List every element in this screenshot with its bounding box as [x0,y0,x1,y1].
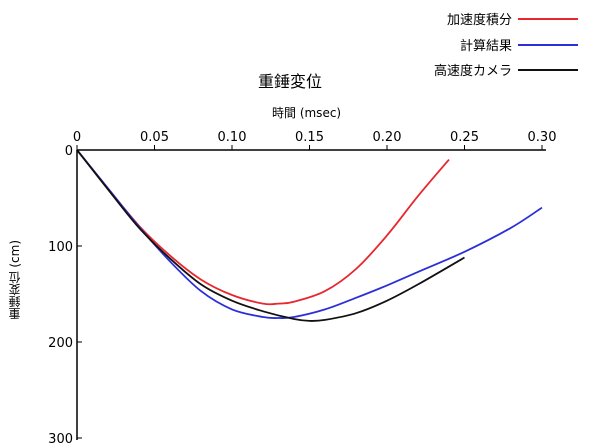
x-tick-label: 0.10 [218,130,247,145]
legend-item-calculation-result: 計算結果 [460,35,578,54]
x-tick-label: 0.30 [528,130,557,145]
legend-label: 計算結果 [459,39,512,54]
legend-swatch-red [518,17,578,20]
y-tick-label: 100 [48,240,73,255]
y-tick-label: 300 [48,432,73,445]
x-tick-label: 0.05 [140,130,169,145]
x-axis-label: 時間 (msec) [272,106,342,120]
legend-label: 高速度カメラ [433,64,512,79]
x-tick-label: 0.20 [373,130,402,145]
legend-swatch-black [518,68,578,71]
x-tick-label: 0.25 [450,130,479,145]
y-axis-label: 重錘変位 (cm) [8,240,22,320]
series-layer [76,149,543,322]
series-high-speed-camera [76,149,465,322]
legend-label: 加速度積分 [446,13,512,28]
series-acceleration-integral [76,149,450,306]
y-tick-label: 0 [65,144,73,159]
legend-item-high-speed-camera: 高速度カメラ [434,60,578,79]
x-tick-label: 0 [73,130,81,145]
chart-title: 重錘変位 [258,72,323,91]
y-tick-label: 200 [48,336,73,351]
legend-swatch-blue [518,43,578,46]
legend-item-acceleration-integral: 加速度積分 [447,9,578,28]
axes-layer: 0 0.05 0.10 0.15 0.20 0.25 0.30 0 100 200 300 [48,130,556,445]
x-tick-label: 0.15 [295,130,324,145]
